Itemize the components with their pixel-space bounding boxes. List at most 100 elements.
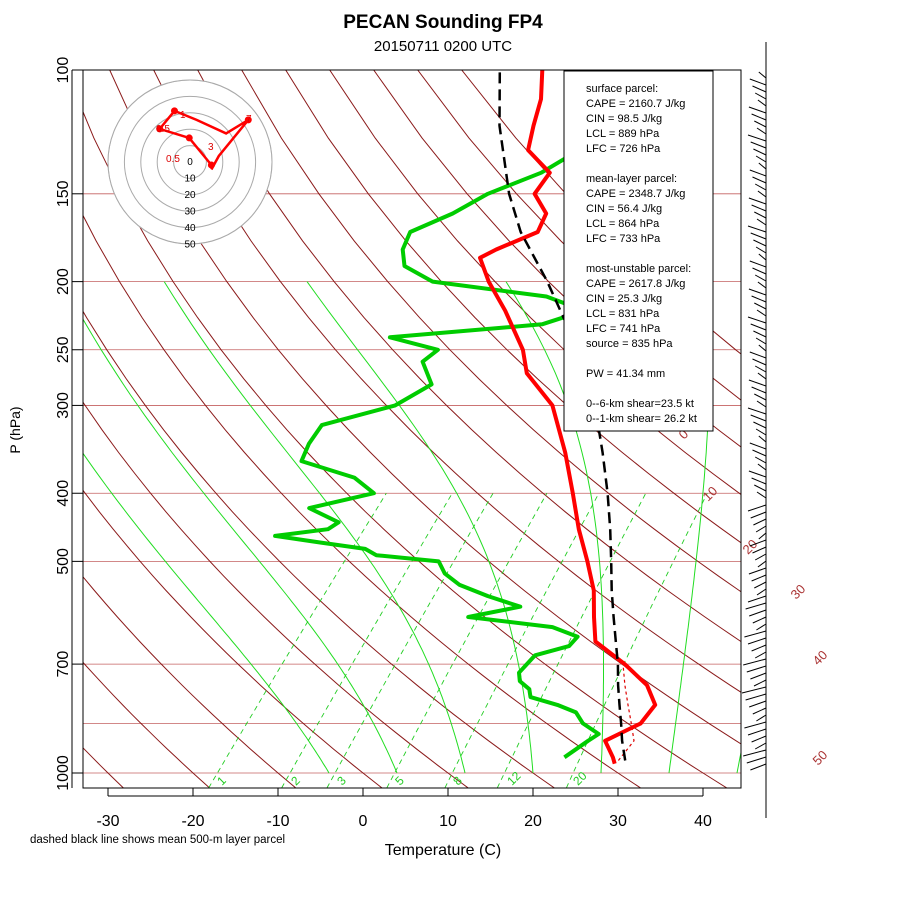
wind-barb (756, 127, 767, 135)
wind-barb (748, 197, 767, 205)
dry-adiabat-80 (241, 70, 741, 593)
mixing-ratio-labels: 1 2 3 5 8 12 20 (214, 769, 590, 789)
wind-barb (749, 539, 767, 547)
wind-barb (752, 85, 767, 93)
hodograph-point-label: 3 (208, 142, 214, 153)
mixing-ratio-label: 3 (334, 773, 349, 788)
mixing-ratio-line-8 (444, 492, 600, 788)
moist-adiabat--4 (83, 452, 330, 774)
hodograph-point (185, 134, 193, 142)
wind-barb (757, 372, 767, 380)
mixing-ratio-label: 12 (504, 769, 524, 789)
wind-barb (743, 658, 767, 666)
hodograph: 0 10 20 30 40 50 0.5 1 3 7 0.5 (107, 79, 273, 251)
hodograph-point-label: 0.5 (156, 124, 170, 135)
wind-barb (747, 728, 767, 736)
info-line: CAPE = 2160.7 J/kg (586, 98, 685, 110)
wind-barbs (741, 42, 767, 818)
dry-adiabat-90 (285, 70, 741, 544)
wind-barb (750, 323, 767, 331)
x-tick-label: -20 (181, 813, 204, 830)
x-tick-label: 0 (359, 813, 368, 830)
hodograph-point (244, 116, 252, 124)
wind-barb (757, 560, 767, 568)
y-tick-label: 250 (55, 336, 72, 363)
wind-barb (755, 246, 767, 254)
wind-barb (752, 546, 767, 554)
y-tick-label: 300 (55, 392, 72, 419)
plot-area (82, 69, 742, 789)
info-line: LFC = 741 hPa (586, 323, 661, 335)
info-line: most-unstable parcel: (586, 263, 691, 275)
dry-adiabat-30 (83, 214, 641, 788)
wind-barb (753, 239, 767, 247)
wind-barb (754, 120, 767, 128)
wind-barb (748, 379, 767, 387)
wind-barb (758, 344, 767, 352)
wind-barb (744, 721, 767, 729)
info-line: LCL = 831 hPa (586, 308, 660, 320)
wind-barb (751, 295, 767, 303)
wind-barb (741, 686, 767, 694)
wind-barb (754, 581, 767, 589)
wind-barb (754, 553, 767, 561)
hodograph-point (207, 161, 215, 169)
wind-barb (750, 232, 767, 240)
x-tick-label: 40 (694, 813, 712, 830)
wind-barb (748, 567, 767, 575)
wind-barb (750, 763, 767, 771)
hodograph-ring (156, 128, 224, 196)
wind-barb (751, 644, 767, 652)
wind-barb (758, 435, 767, 443)
wind-barb (756, 309, 767, 317)
dry-adiabat-40 (83, 110, 727, 788)
dry-adiabat--20 (83, 661, 210, 788)
moist-adiabat-20 (306, 281, 534, 774)
wind-barb (749, 351, 767, 359)
wind-barb (751, 204, 767, 212)
wind-barb (751, 113, 767, 121)
wind-barb (757, 99, 767, 107)
info-line: LFC = 726 hPa (586, 143, 661, 155)
mixing-ratio-lines (208, 492, 708, 788)
footnote: dashed black line shows mean 500-m layer… (30, 834, 285, 846)
hodograph-points (156, 107, 252, 169)
wind-barb (756, 218, 767, 226)
wind-barb (757, 190, 767, 198)
wind-barb (755, 525, 767, 533)
mixing-ratio-label: 8 (450, 773, 465, 788)
parcel-virtual-line (617, 664, 635, 761)
y-tick-label: 400 (55, 480, 72, 507)
wind-barb (748, 106, 767, 114)
hodograph-ring (173, 145, 207, 179)
wind-barb (750, 672, 767, 680)
wind-barb (757, 281, 767, 289)
wind-barb (756, 623, 767, 631)
hodograph-line (157, 109, 250, 171)
mixing-ratio-line-20 (565, 492, 708, 788)
hodograph-ring-label: 20 (184, 190, 196, 201)
wind-barb (755, 428, 767, 436)
mean-layer-parcel-line (498, 70, 627, 761)
wind-barb (747, 637, 767, 645)
wind-barb (756, 588, 767, 596)
wind-barb (754, 651, 767, 659)
dry-adiabat-0 (83, 489, 383, 788)
mixing-ratio-label: 20 (570, 769, 590, 789)
wind-barb (754, 183, 767, 191)
wind-barb (758, 71, 767, 79)
y-axis: 100 150 200 250 300 400 500 700 1000 (55, 57, 83, 791)
hodograph-point-label: 1 (180, 110, 186, 121)
wind-barb (749, 169, 767, 177)
wind-barb (754, 211, 767, 219)
info-line: CIN = 56.4 J/kg (586, 203, 662, 215)
dry-adiabat-10 (83, 401, 469, 788)
wind-barb (753, 518, 767, 526)
wind-barb (745, 602, 767, 610)
info-line: CAPE = 2617.8 J/kg (586, 278, 685, 290)
wind-barb (745, 693, 767, 701)
wind-barb (751, 735, 767, 743)
x-tick-label: -10 (266, 813, 289, 830)
mixing-ratio-line-1 (208, 492, 387, 788)
wind-barb (752, 449, 767, 457)
